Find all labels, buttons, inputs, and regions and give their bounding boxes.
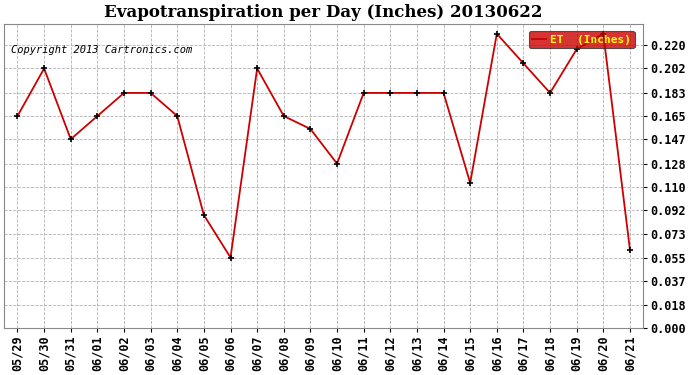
- Title: Evapotranspiration per Day (Inches) 20130622: Evapotranspiration per Day (Inches) 2013…: [104, 4, 543, 21]
- Text: Copyright 2013 Cartronics.com: Copyright 2013 Cartronics.com: [10, 45, 192, 56]
- Legend: ET  (Inches): ET (Inches): [529, 31, 635, 48]
